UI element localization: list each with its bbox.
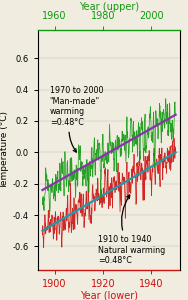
Text: 1970 to 2000
"Man-made"
warming
=0.48°C: 1970 to 2000 "Man-made" warming =0.48°C <box>50 86 103 152</box>
X-axis label: Year (upper): Year (upper) <box>79 2 139 12</box>
X-axis label: Year (lower): Year (lower) <box>80 290 138 300</box>
Y-axis label: Temperature (°C): Temperature (°C) <box>1 111 10 189</box>
Text: 1910 to 1940
Natural warming
=0.48°C: 1910 to 1940 Natural warming =0.48°C <box>98 195 165 265</box>
